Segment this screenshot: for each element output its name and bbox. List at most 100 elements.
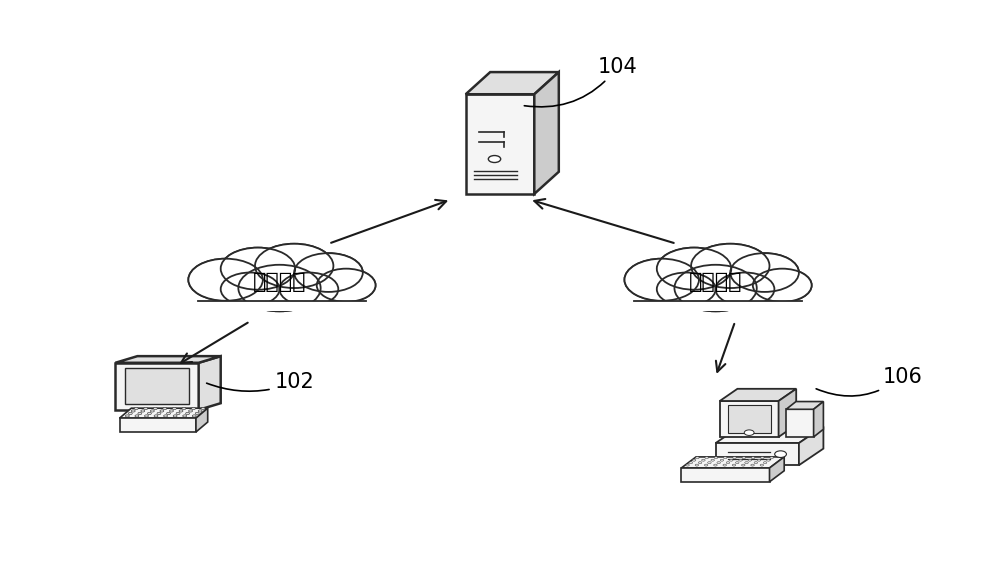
Circle shape [723, 464, 726, 466]
Circle shape [705, 457, 708, 459]
Circle shape [150, 410, 154, 412]
Text: 104: 104 [524, 56, 638, 107]
Polygon shape [534, 72, 559, 194]
Circle shape [221, 273, 279, 306]
Circle shape [729, 459, 733, 461]
Text: 网络连接: 网络连接 [253, 272, 306, 293]
Circle shape [702, 459, 705, 461]
Circle shape [134, 407, 138, 410]
Text: 网络连接: 网络连接 [689, 272, 742, 293]
Text: 102: 102 [207, 372, 314, 392]
Circle shape [167, 412, 170, 415]
Circle shape [163, 407, 167, 410]
Polygon shape [466, 94, 534, 194]
Circle shape [221, 247, 295, 290]
Circle shape [732, 464, 736, 466]
Circle shape [294, 253, 363, 292]
Polygon shape [115, 356, 221, 363]
Polygon shape [120, 408, 208, 418]
Circle shape [488, 155, 501, 163]
Circle shape [742, 464, 745, 466]
FancyBboxPatch shape [125, 368, 189, 405]
Circle shape [125, 415, 129, 417]
Circle shape [742, 457, 746, 459]
Circle shape [731, 254, 798, 292]
Circle shape [717, 462, 720, 464]
Polygon shape [199, 356, 221, 410]
Circle shape [733, 457, 736, 459]
Circle shape [744, 430, 754, 436]
Polygon shape [681, 457, 784, 468]
Circle shape [182, 407, 186, 410]
Circle shape [144, 407, 148, 410]
Polygon shape [786, 402, 823, 409]
Circle shape [726, 462, 730, 464]
Circle shape [711, 459, 714, 461]
Circle shape [201, 407, 205, 410]
Circle shape [761, 457, 764, 459]
Circle shape [131, 410, 135, 412]
Circle shape [238, 265, 321, 311]
Polygon shape [770, 457, 784, 482]
Circle shape [745, 462, 748, 464]
Circle shape [657, 273, 715, 306]
Circle shape [192, 407, 195, 410]
Circle shape [691, 244, 770, 288]
Circle shape [186, 412, 190, 415]
Circle shape [723, 457, 727, 459]
Circle shape [138, 412, 142, 415]
Circle shape [239, 265, 320, 311]
Circle shape [751, 464, 754, 466]
Circle shape [135, 415, 139, 417]
Circle shape [757, 459, 761, 461]
Circle shape [767, 459, 770, 461]
Circle shape [763, 462, 767, 464]
Circle shape [295, 254, 362, 292]
Circle shape [145, 415, 148, 417]
Circle shape [716, 272, 774, 306]
FancyBboxPatch shape [728, 406, 771, 433]
Circle shape [657, 247, 731, 290]
Circle shape [689, 462, 693, 464]
Ellipse shape [131, 404, 200, 429]
Circle shape [189, 410, 193, 412]
Circle shape [695, 464, 699, 466]
Circle shape [160, 410, 164, 412]
Circle shape [657, 272, 716, 306]
Polygon shape [720, 389, 796, 401]
Circle shape [221, 272, 280, 306]
Circle shape [720, 459, 724, 461]
Circle shape [753, 269, 811, 302]
Polygon shape [466, 72, 559, 94]
Circle shape [658, 248, 731, 289]
Circle shape [173, 415, 177, 417]
Circle shape [157, 412, 161, 415]
Circle shape [255, 244, 333, 288]
Circle shape [754, 462, 758, 464]
Circle shape [716, 273, 774, 306]
Circle shape [775, 451, 786, 458]
Circle shape [141, 410, 145, 412]
Polygon shape [196, 408, 208, 432]
Polygon shape [786, 409, 814, 437]
Circle shape [169, 410, 173, 412]
Circle shape [692, 244, 769, 288]
Circle shape [675, 265, 756, 311]
Polygon shape [779, 389, 796, 437]
Polygon shape [814, 402, 823, 437]
Circle shape [192, 415, 196, 417]
Circle shape [696, 457, 699, 459]
Circle shape [183, 415, 187, 417]
Circle shape [153, 407, 157, 410]
Circle shape [751, 457, 755, 459]
Circle shape [753, 269, 812, 302]
Circle shape [221, 248, 294, 289]
Circle shape [195, 412, 199, 415]
Circle shape [714, 457, 718, 459]
Circle shape [280, 273, 338, 306]
Circle shape [686, 464, 689, 466]
Polygon shape [799, 427, 823, 465]
Circle shape [164, 415, 168, 417]
Circle shape [172, 407, 176, 410]
Circle shape [256, 244, 333, 288]
